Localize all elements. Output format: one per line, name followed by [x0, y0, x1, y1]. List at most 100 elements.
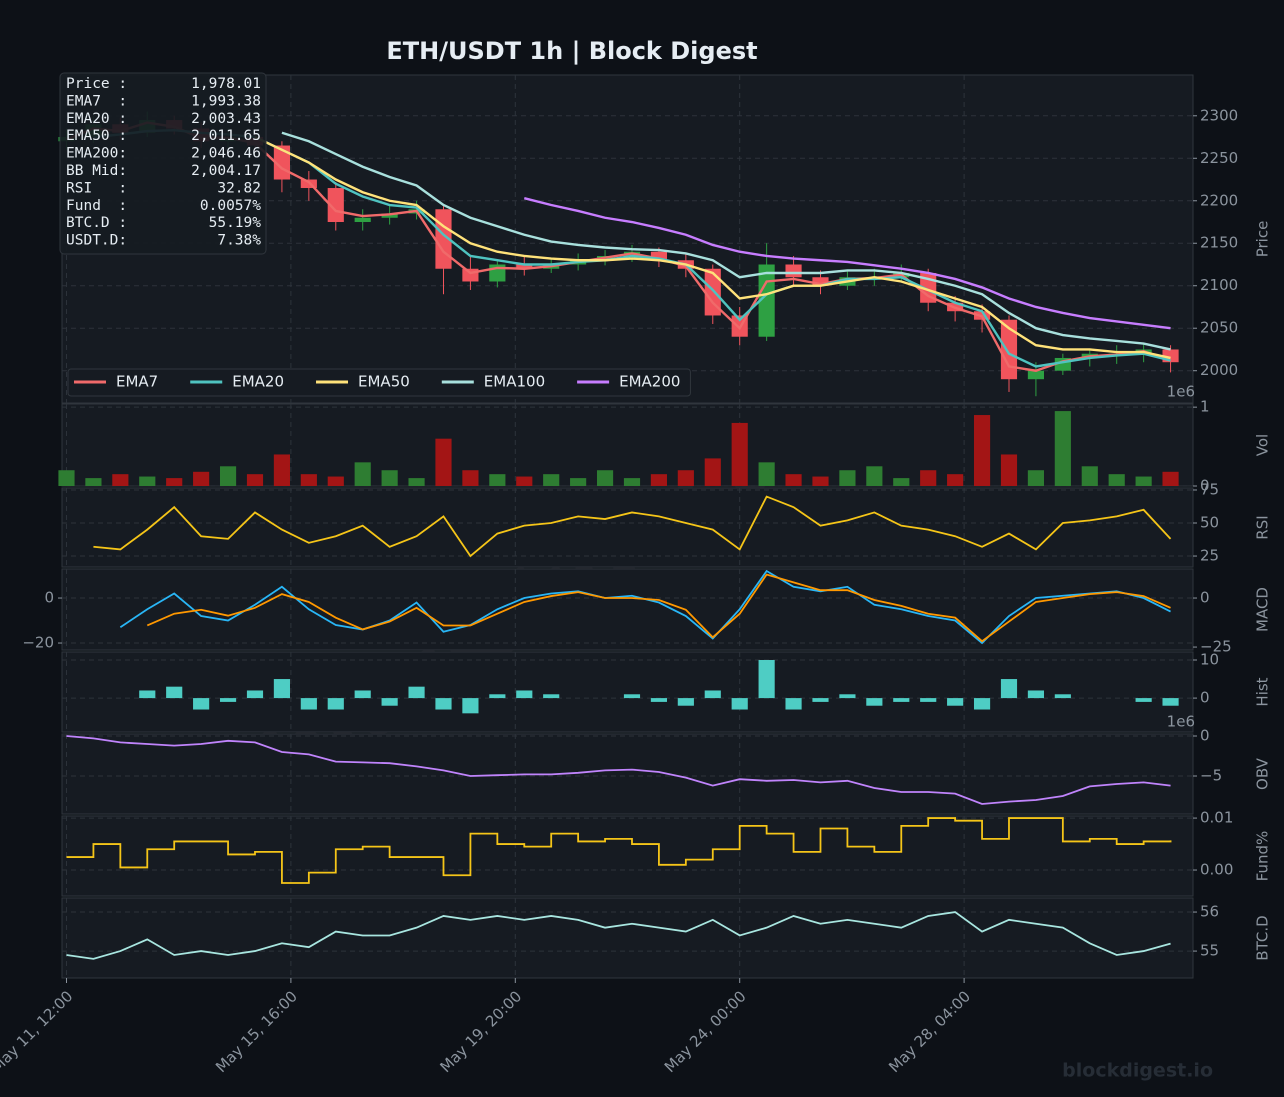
chart-title: ETH/USDT 1h | Block Digest	[386, 37, 757, 65]
bar	[273, 454, 290, 486]
bar	[219, 466, 237, 486]
bar	[1054, 411, 1071, 486]
y-tick-label: 2150	[1200, 234, 1238, 252]
legend-box	[67, 368, 691, 397]
bar	[785, 474, 802, 486]
legend-label: EMA200	[619, 373, 680, 391]
panel: 0.00 0.01 Fund%	[61, 809, 1272, 897]
bar	[920, 698, 937, 702]
bar	[408, 478, 425, 486]
y-tick-label: −20	[22, 634, 54, 652]
bar	[246, 690, 264, 699]
y-axis-label: BTC.D	[1254, 915, 1272, 960]
bar	[516, 476, 533, 486]
y-tick-label: 0.00	[1200, 861, 1233, 879]
bar	[677, 470, 694, 486]
candle-body	[354, 217, 371, 223]
bar	[758, 660, 775, 699]
panel-frame	[61, 733, 1194, 815]
info-label: BB Mid:	[66, 163, 127, 179]
y-tick-label: 56	[1200, 903, 1219, 921]
bar	[677, 698, 694, 706]
info-label: USDT.D:	[66, 233, 127, 249]
bar	[731, 422, 748, 486]
bar	[704, 690, 721, 699]
info-value: 0.0057%	[200, 198, 261, 214]
y-tick-label: 75	[1200, 480, 1219, 498]
y-tick-label: 55	[1200, 942, 1219, 960]
bar	[1162, 471, 1179, 486]
bar	[812, 698, 829, 702]
bar	[516, 690, 533, 699]
bar	[623, 478, 641, 486]
legend-label: EMA100	[484, 373, 545, 391]
y-tick-label: 2000	[1200, 361, 1238, 379]
bar	[408, 686, 425, 699]
info-label: EMA20 :	[66, 111, 127, 127]
y-axis-label: Hist	[1254, 677, 1272, 706]
bar	[731, 698, 748, 710]
candle-body	[650, 251, 667, 261]
y-tick-label: 2050	[1200, 319, 1238, 337]
bar	[973, 698, 991, 710]
candle-body	[516, 264, 533, 269]
bar	[893, 478, 910, 486]
bar	[623, 694, 641, 699]
y-tick-label: 0.01	[1200, 809, 1233, 827]
info-value: 2,011.65	[191, 128, 261, 144]
bar	[1000, 679, 1018, 699]
bar	[462, 698, 479, 714]
info-label: EMA200:	[66, 146, 127, 162]
bar	[570, 478, 587, 486]
series-line	[66, 817, 1172, 884]
candle-body	[462, 268, 479, 282]
series-line	[523, 197, 1171, 330]
info-label: EMA7 :	[66, 93, 127, 109]
series-line	[281, 131, 1171, 351]
info-value: 2,046.46	[191, 146, 261, 162]
panels: blockdigest.io20002050210021502200225023…	[22, 74, 1272, 979]
bar	[462, 470, 479, 486]
bar	[139, 690, 156, 699]
legend-label: EMA50	[358, 373, 410, 391]
y-tick-label: 50	[1200, 514, 1219, 532]
y-tick-label: 10	[1200, 651, 1219, 669]
bar	[758, 462, 775, 486]
bar	[1081, 466, 1098, 486]
y-tick-label: 1	[1200, 398, 1210, 416]
candle-body	[1000, 319, 1018, 380]
bar	[354, 462, 371, 486]
bar	[112, 474, 129, 486]
y-axis-label: RSI	[1254, 515, 1272, 539]
series-line	[254, 135, 1171, 360]
bar	[381, 698, 398, 706]
bar	[947, 698, 964, 706]
y-tick-label: 2250	[1200, 149, 1238, 167]
info-label: Price :	[66, 76, 127, 92]
info-label: RSI :	[66, 180, 127, 196]
bar	[650, 474, 667, 486]
panel-frame	[61, 651, 1194, 733]
bar	[1027, 690, 1044, 699]
bar	[273, 679, 290, 699]
bar	[435, 438, 452, 486]
info-box	[59, 72, 267, 255]
bar	[920, 470, 937, 486]
y-axis-label: OBV	[1254, 757, 1272, 790]
bar	[839, 694, 856, 699]
legend: EMA7 EMA20 EMA50 EMA100 EMA200	[67, 368, 691, 397]
axis-offset-label: 1e6	[1167, 383, 1195, 401]
bar	[866, 698, 883, 706]
candle-body	[758, 264, 775, 337]
y-tick-label: 2100	[1200, 276, 1238, 294]
bar	[327, 476, 344, 486]
legend-label: EMA20	[232, 373, 284, 391]
footer-brand: blockdigest.io	[1062, 1060, 1213, 1082]
info-value: 1,978.01	[191, 76, 261, 92]
bar	[1027, 470, 1044, 486]
legend-label: EMA7	[116, 373, 158, 391]
bar	[435, 698, 452, 710]
candle-body	[327, 188, 344, 223]
bar	[1135, 476, 1152, 486]
